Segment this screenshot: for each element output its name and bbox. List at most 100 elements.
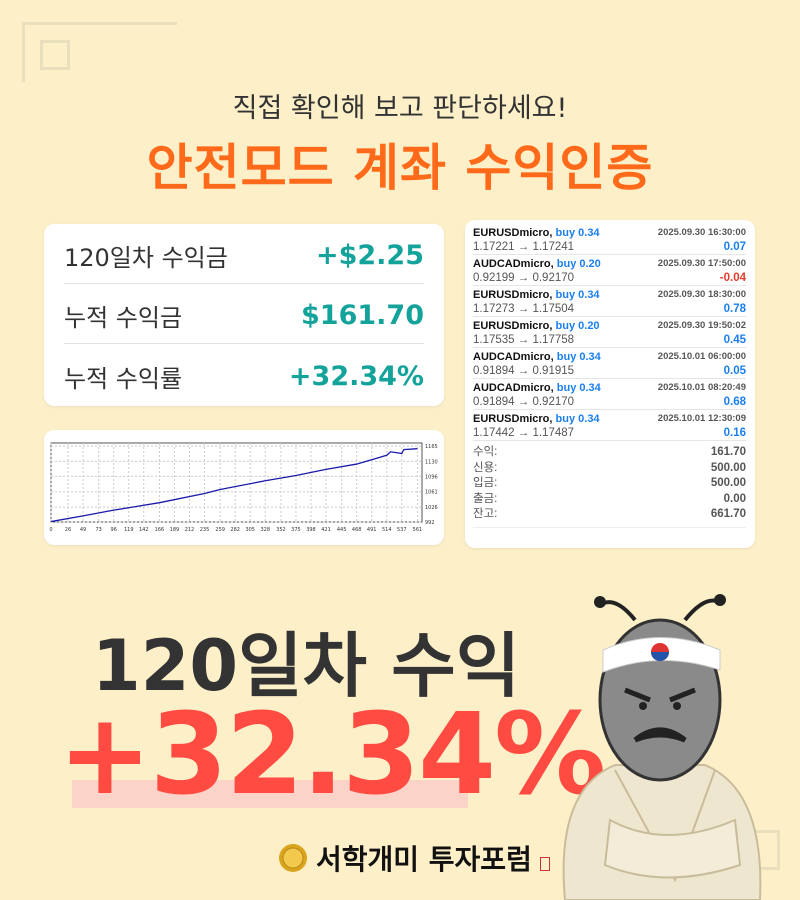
trade-row: AUDCADmicro, buy 0.20 2025.09.30 17:50:00… (473, 255, 746, 286)
stats-card: 120일차 수익금 +$2.25 누적 수익금 $161.70 누적 수익률 +32.… (44, 224, 444, 406)
x-tick-label: 26 (65, 527, 71, 533)
summary-row: 입금: 500.00 (473, 476, 746, 492)
balance-chart-card: 0 26 49 73 96 119 142 166 189 212 235 259 282 305 328 3… (44, 430, 444, 545)
stat-value: +32.34% (288, 360, 424, 392)
trade-side: buy 0.34 (556, 382, 601, 394)
trade-profit: 0.16 (723, 427, 746, 439)
symbol-text: EURUSDmicro, (473, 320, 553, 332)
x-tick-label: 305 (245, 527, 255, 533)
summary-value: 161.70 (710, 446, 746, 458)
trade-side: buy 0.34 (555, 413, 600, 425)
symbol-text: EURUSDmicro, (473, 289, 553, 301)
x-tick-label: 282 (230, 527, 240, 533)
summary-label: 입금: (473, 477, 498, 489)
account-summary: 수익: 161.70 신용: 500.00 입금: 500.00 출금: 0.00 잔고: 661… (473, 441, 746, 528)
x-tick-label: 259 (215, 527, 225, 533)
stat-label: 누적 수익금 (64, 304, 183, 332)
balance-line (50, 448, 418, 523)
symbol-text: EURUSDmicro, (473, 227, 553, 239)
summary-value: 500.00 (710, 461, 746, 474)
trade-prices: 1.17273 → 1.17504 (473, 303, 575, 315)
trade-symbol: EURUSDmicro, buy 0.34 (473, 288, 600, 302)
x-tick-label: 352 (276, 527, 286, 533)
stat-row: 누적 수익률 +32.34% (64, 348, 424, 404)
y-tick-label: 1026 (425, 505, 438, 511)
trade-profit: 0.68 (723, 396, 746, 408)
x-tick-label: 375 (291, 527, 301, 533)
x-tick-label: 398 (306, 527, 316, 533)
trade-symbol: AUDCADmicro, buy 0.34 (473, 350, 601, 364)
trade-time: 2025.10.01 08:20:49 (657, 382, 746, 393)
x-tick-label: 328 (260, 527, 270, 533)
trade-row: EURUSDmicro, buy 0.34 2025.10.01 12:30:09… (473, 410, 746, 441)
summary-row: 신용: 500.00 (473, 461, 746, 477)
trade-symbol: EURUSDmicro, buy 0.34 (473, 412, 600, 426)
y-tick-label: 992 (425, 520, 435, 526)
trade-time: 2025.09.30 16:30:00 (657, 227, 746, 238)
x-tick-label: 421 (321, 527, 331, 533)
trade-row: EURUSDmicro, buy 0.20 2025.09.30 19:50:02… (473, 317, 746, 348)
summary-row: 잔고: 661.70 (473, 507, 746, 523)
y-tick-label: 1165 (425, 444, 438, 450)
trade-side: buy 0.34 (555, 289, 600, 301)
summary-label: 출금: (473, 492, 498, 505)
trade-profit: 0.07 (723, 241, 746, 253)
summary-value: 500.00 (710, 477, 746, 489)
trade-row: EURUSDmicro, buy 0.34 2025.09.30 16:30:00… (473, 224, 746, 255)
brand-footer: 서학개미 투자포럼 (278, 838, 550, 878)
trade-profit: 0.45 (723, 334, 746, 346)
x-tick-label: 212 (185, 527, 195, 533)
highlight-bar (72, 780, 468, 808)
x-tick-label: 0 (49, 527, 52, 533)
trade-side: buy 0.20 (555, 320, 600, 332)
seal-stamp-icon (539, 857, 550, 871)
trade-prices: 1.17221 → 1.17241 (473, 241, 575, 253)
summary-row: 출금: 0.00 (473, 492, 746, 508)
stat-label: 누적 수익률 (64, 364, 183, 393)
y-tick-label: 1096 (425, 474, 438, 480)
trade-side: buy 0.20 (556, 258, 601, 270)
stat-row: 누적 수익금 $161.70 (64, 288, 424, 344)
trade-row: EURUSDmicro, buy 0.34 2025.09.30 18:30:00… (473, 286, 746, 317)
trade-time: 2025.10.01 12:30:09 (657, 413, 746, 424)
y-tick-label: 1061 (425, 490, 438, 496)
trade-symbol: AUDCADmicro, buy 0.34 (473, 381, 601, 395)
summary-row: 수익: 161.70 (473, 445, 746, 461)
x-tick-label: 537 (397, 527, 407, 533)
trade-time: 2025.09.30 18:30:00 (657, 289, 746, 300)
x-tick-label: 49 (80, 527, 86, 533)
x-tick-label: 445 (337, 527, 347, 533)
trade-side: buy 0.34 (556, 351, 601, 363)
x-tick-label: 189 (170, 527, 180, 533)
x-tick-label: 142 (139, 527, 149, 533)
x-tick-label: 468 (352, 527, 362, 533)
trade-symbol: AUDCADmicro, buy 0.20 (473, 257, 601, 271)
trade-time: 2025.09.30 19:50:02 (657, 320, 746, 331)
balance-chart: 0 26 49 73 96 119 142 166 189 212 235 259 282 305 328 3… (49, 442, 438, 533)
x-tick-label: 491 (367, 527, 377, 533)
headline-days: 120일차 수익 (92, 625, 521, 707)
trade-prices: 1.17535 → 1.17758 (473, 334, 575, 346)
trade-profit: 0.05 (723, 365, 746, 377)
corner-decoration (40, 40, 70, 70)
stat-row: 120일차 수익금 +$2.25 (64, 228, 424, 284)
trade-side: buy 0.34 (555, 227, 600, 239)
trade-time: 2025.09.30 17:50:00 (657, 258, 746, 269)
summary-value: 0.00 (723, 492, 746, 505)
trade-symbol: EURUSDmicro, buy 0.34 (473, 226, 600, 240)
symbol-text: EURUSDmicro, (473, 413, 553, 425)
x-tick-label: 514 (382, 527, 392, 533)
brand-name: 서학개미 투자포럼 (316, 843, 532, 876)
stat-value: +$2.25 (315, 240, 424, 271)
x-tick-label: 166 (155, 527, 165, 533)
mascot-illustration (562, 594, 762, 900)
trade-time: 2025.10.01 06:00:00 (657, 351, 746, 362)
trade-prices: 0.92199 → 0.92170 (473, 272, 575, 284)
trade-prices: 1.17442 → 1.17487 (473, 427, 575, 439)
trade-symbol: EURUSDmicro, buy 0.20 (473, 319, 600, 333)
trade-row: AUDCADmicro, buy 0.34 2025.10.01 08:20:49… (473, 379, 746, 410)
trade-prices: 0.91894 → 0.92170 (473, 396, 575, 408)
x-tick-label: 561 (413, 527, 423, 533)
summary-value: 661.70 (710, 508, 746, 520)
x-tick-label: 96 (111, 527, 117, 533)
